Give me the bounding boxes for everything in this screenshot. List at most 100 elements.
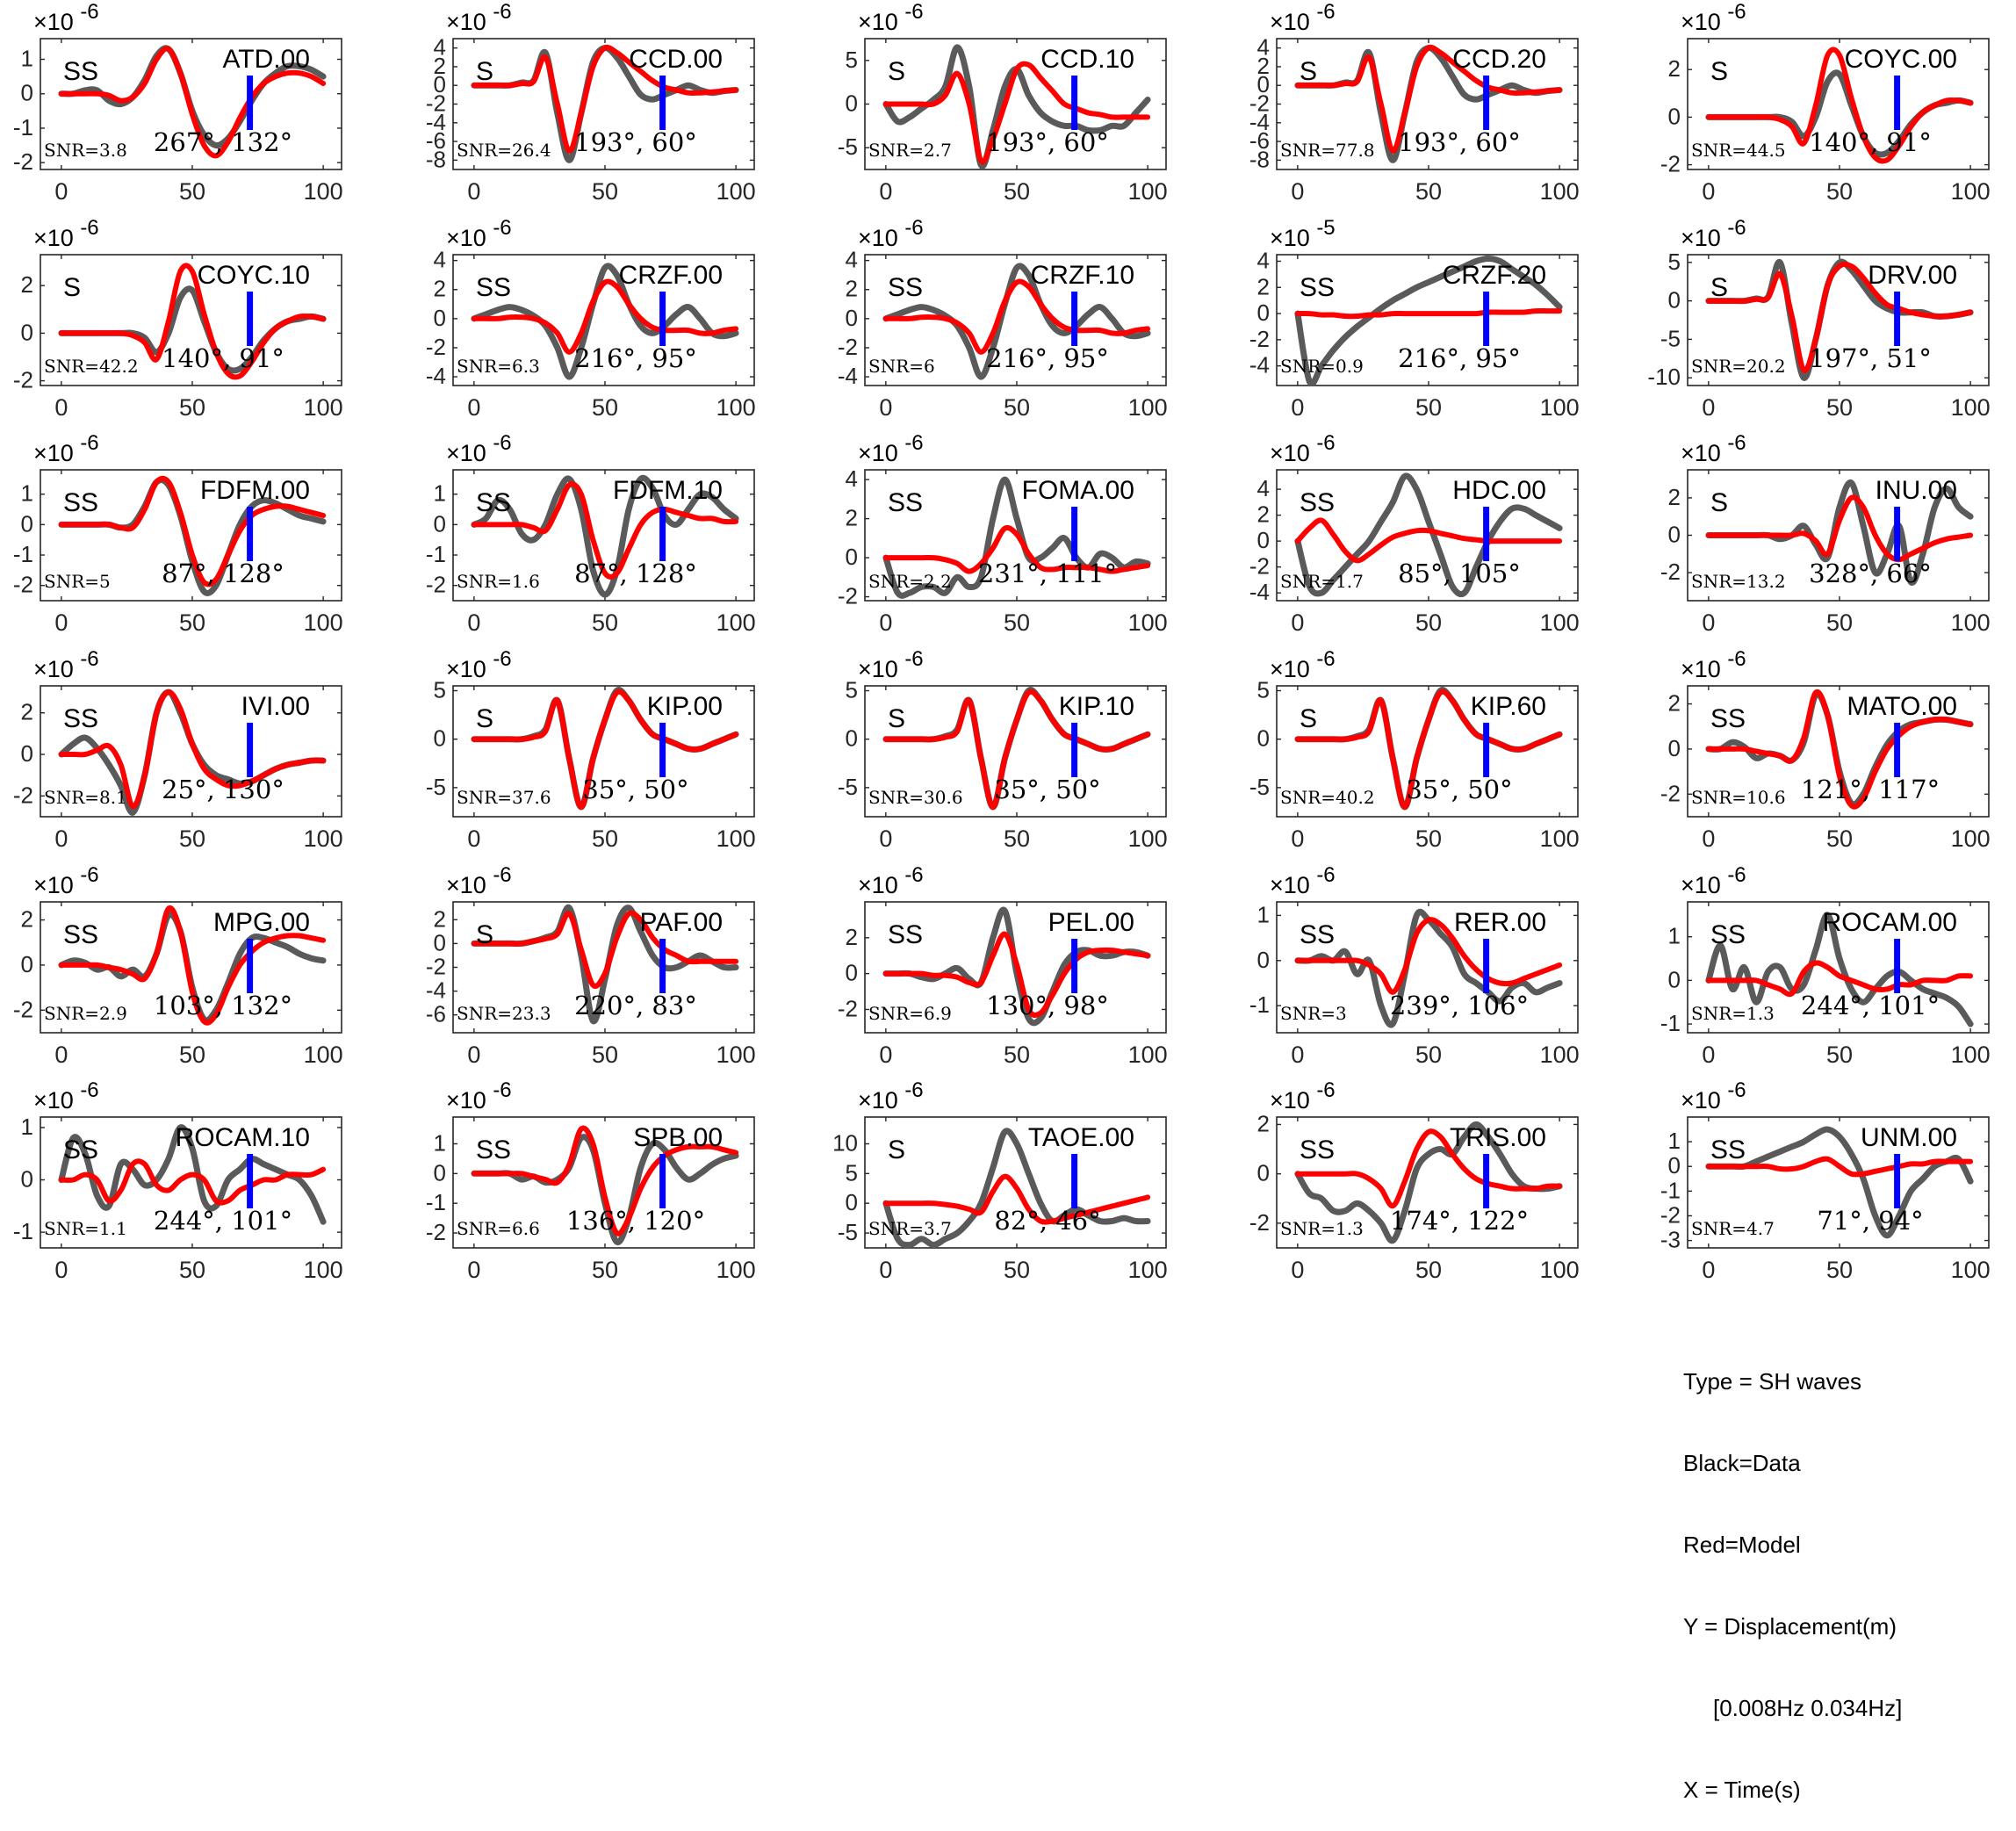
phase-label: SS	[63, 920, 98, 949]
y-tick-label: 5	[434, 677, 446, 703]
y-tick-label: 1	[21, 480, 33, 507]
traces	[882, 906, 1151, 1027]
legend-y: Y = Displacement(m)	[1683, 1613, 1897, 1640]
x-tick-label: 0	[1702, 394, 1715, 421]
y-tick-label: 2	[1668, 690, 1681, 717]
y-tick-label: 0	[846, 305, 858, 331]
station-label: CCD.20	[1452, 45, 1546, 74]
y-tick-label: -1	[13, 541, 33, 567]
x-tick-label: 100	[716, 178, 756, 205]
waveform-panel: 2 0 -2 0 50 100 ×10 -6 SS MATO.00 SNR=10.6 121°, 1…	[1660, 647, 1991, 852]
station-label: ROCAM.00	[1823, 908, 1957, 937]
angles-label: 267°, 132°	[154, 127, 292, 157]
y-tick-label: 4	[1257, 475, 1270, 501]
y-exponent-label: ×10 -6	[858, 1078, 924, 1114]
x-tick-label: 0	[54, 825, 68, 852]
x-tick-label: 0	[1291, 394, 1304, 421]
model-trace	[882, 278, 1151, 355]
station-label: KIP.10	[1059, 692, 1134, 721]
x-tick-label: 100	[716, 609, 756, 636]
angles-label: 216°, 95°	[986, 343, 1109, 373]
y-tick-label: 0	[846, 90, 858, 117]
y-tick-label: -2	[13, 148, 33, 175]
x-tick-label: 100	[1128, 825, 1168, 852]
y-tick-label: 0	[1257, 1160, 1270, 1186]
y-exponent-label: ×10 -6	[858, 0, 924, 35]
x-tick-label: 100	[716, 394, 756, 421]
y-tick-label: 0	[846, 725, 858, 752]
y-tick-label: 4	[434, 34, 446, 61]
y-tick-label: -8	[426, 146, 446, 172]
y-tick-label: -4	[426, 977, 446, 1004]
y-tick-label: 2	[846, 924, 858, 950]
x-tick-label: 0	[467, 394, 480, 421]
waveform-panel: 2 0 -2 0 50 100 ×10 -6 SS TRIS.00 SNR=1.3 174°, 12…	[1249, 1078, 1580, 1283]
station-label: KIP.60	[1471, 692, 1546, 721]
x-tick-label: 50	[1004, 609, 1030, 636]
y-tick-label: 0	[434, 725, 446, 752]
angles-label: 25°, 130°	[162, 775, 284, 804]
angles-label: 244°, 101°	[1801, 991, 1940, 1020]
axes-frame	[1276, 1116, 1579, 1249]
y-tick-label: 4	[846, 465, 858, 492]
phase-label: S	[1710, 57, 1728, 86]
y-tick-label: 0	[21, 510, 33, 537]
model-trace	[58, 689, 327, 810]
y-tick-label: 0	[846, 544, 858, 570]
phase-label: S	[888, 1135, 905, 1164]
traces	[882, 476, 1151, 599]
x-tick-label: 50	[592, 394, 618, 421]
snr-label: SNR=1.1	[44, 1218, 127, 1239]
y-exponent-label: ×10 -6	[33, 431, 99, 466]
x-tick-label: 50	[592, 1257, 618, 1283]
phase-label: SS	[476, 273, 511, 302]
y-tick-label: -5	[838, 1219, 858, 1245]
model-trace	[58, 475, 327, 588]
legend-type: Type = SH waves	[1683, 1368, 1862, 1395]
y-tick-label: 2	[1668, 484, 1681, 510]
y-tick-label: -5	[1249, 774, 1270, 800]
y-tick-label: 2	[434, 53, 446, 79]
y-tick-label: -2	[426, 572, 446, 598]
x-tick-label: 50	[179, 1257, 205, 1283]
waveform-panel: 4 2 0 -2 0 50 100 ×10 -6 SS FOMA.00 SNR=2.2 231°, 1…	[838, 431, 1168, 636]
y-tick-label: -1	[1660, 1177, 1681, 1203]
y-exponent-label: ×10 -6	[446, 863, 512, 898]
y-tick-label: 0	[1668, 522, 1681, 548]
y-exponent-label: ×10 -6	[446, 0, 512, 35]
axes-frame	[452, 901, 755, 1034]
waveform-panel: 4 2 0 -2 -4 0 50 100 ×10 -6 SS CRZF.00 SNR=6.3 216°,…	[426, 216, 756, 421]
x-tick-label: 100	[1951, 178, 1991, 205]
y-tick-label: -1	[426, 1189, 446, 1215]
y-tick-label: -2	[426, 954, 446, 980]
y-tick-label: 0	[1668, 1152, 1681, 1179]
y-tick-label: 2	[1668, 55, 1681, 82]
snr-label: SNR=6.3	[457, 356, 540, 377]
station-label: SPB.00	[633, 1123, 723, 1152]
traces	[58, 905, 327, 1026]
traces	[1294, 908, 1563, 1028]
model-trace	[1294, 307, 1563, 320]
x-tick-label: 0	[54, 394, 68, 421]
y-tick-label: -5	[426, 774, 446, 800]
y-exponent-label: ×10 -6	[33, 863, 99, 898]
model-trace	[1705, 261, 1974, 373]
traces	[1705, 258, 1974, 381]
x-tick-label: 50	[179, 394, 205, 421]
x-tick-label: 100	[304, 1042, 343, 1068]
axes-frame	[452, 469, 755, 602]
traces	[471, 1125, 739, 1245]
data-trace	[471, 474, 739, 598]
y-tick-label: 2	[1257, 273, 1270, 299]
traces	[1705, 479, 1974, 586]
x-tick-label: 100	[1540, 1042, 1580, 1068]
x-tick-label: 100	[1540, 825, 1580, 852]
y-tick-label: -2	[1660, 1201, 1681, 1228]
y-exponent-label: ×10 -6	[1681, 863, 1746, 898]
y-tick-label: 5	[1257, 677, 1270, 703]
x-tick-label: 100	[1128, 609, 1168, 636]
y-tick-label: 4	[434, 247, 446, 273]
